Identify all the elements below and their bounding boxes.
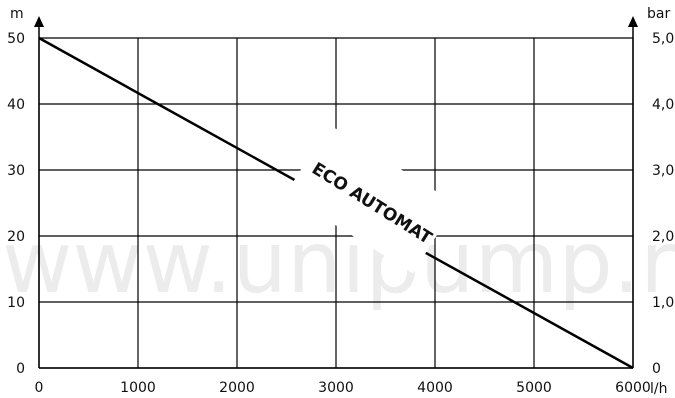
- y-right-tick-label-1: 1,0: [652, 295, 674, 311]
- y-right-tick-label-2: 2,0: [652, 229, 674, 245]
- y-right-tick-label-5: 5,0: [652, 31, 674, 47]
- y-left-tick-label-4: 40: [7, 97, 25, 113]
- annotation-background: [285, 124, 457, 274]
- y-right-unit-label: bar: [647, 6, 670, 22]
- x-tick-label-3: 3000: [318, 380, 354, 396]
- x-tick-label-6: 6000: [615, 380, 651, 396]
- x-tick-label-5: 5000: [516, 380, 552, 396]
- y-right-tick-label-3: 3,0: [652, 163, 674, 179]
- y-left-tick-label-2: 20: [7, 229, 25, 245]
- x-tick-labels: 0 1000 2000 3000 4000 5000 6000: [35, 380, 651, 396]
- x-unit-label: l/h: [650, 381, 667, 397]
- y-right-tick-labels: 0 1,0 2,0 3,0 4,0 5,0: [652, 31, 674, 377]
- y-right-axis-arrow: [628, 16, 638, 27]
- y-left-tick-label-5: 50: [7, 31, 25, 47]
- y-left-unit-label: m: [10, 6, 24, 22]
- y-left-tick-labels: 0 10 20 30 40 50: [7, 31, 25, 377]
- axes: [34, 16, 638, 369]
- y-right-tick-label-4: 4,0: [652, 97, 674, 113]
- y-left-tick-label-3: 30: [7, 163, 25, 179]
- x-tick-label-0: 0: [35, 380, 44, 396]
- y-right-tick-label-0: 0: [652, 361, 661, 377]
- x-tick-label-2: 2000: [219, 380, 255, 396]
- x-tick-label-1: 1000: [120, 380, 156, 396]
- watermark-text: www.unipump.ru: [2, 213, 675, 313]
- x-tick-label-4: 4000: [417, 380, 453, 396]
- y-left-tick-label-0: 0: [16, 361, 25, 377]
- y-left-axis-arrow: [34, 16, 44, 27]
- y-left-tick-label-1: 10: [7, 295, 25, 311]
